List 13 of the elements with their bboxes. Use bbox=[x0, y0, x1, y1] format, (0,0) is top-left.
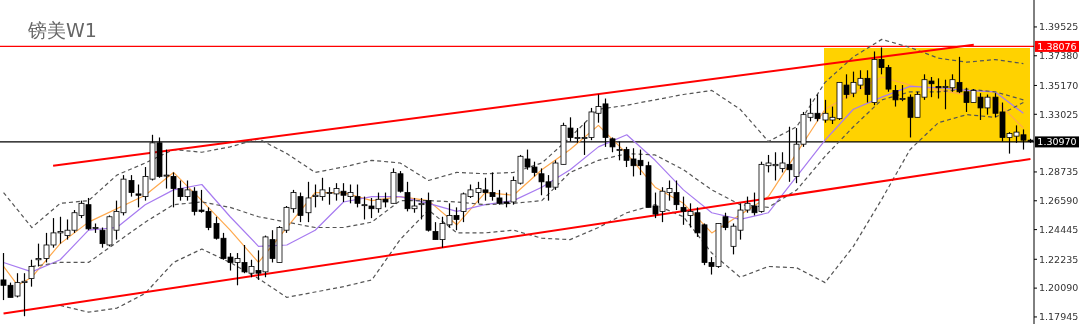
y-tick-label: 1.37380 bbox=[1039, 50, 1079, 62]
ref-line-label: 1.30970 bbox=[1037, 136, 1077, 148]
text: 镑美W1 bbox=[28, 18, 97, 43]
y-tick-label: 1.20090 bbox=[1039, 282, 1079, 294]
y-tick-label: 1.35170 bbox=[1039, 79, 1079, 91]
y-tick-label: 1.28735 bbox=[1039, 166, 1079, 178]
y-tick-label: 1.26590 bbox=[1039, 195, 1079, 207]
y-tick-label: 1.39525 bbox=[1039, 21, 1079, 33]
y-tick-label: 1.22235 bbox=[1039, 253, 1079, 265]
y-tick-label: 1.33025 bbox=[1039, 108, 1079, 120]
y-tick-label: 1.17945 bbox=[1039, 311, 1079, 323]
y-tick-label: 1.24445 bbox=[1039, 223, 1079, 235]
ref-line-label: 1.38076 bbox=[1037, 40, 1077, 52]
